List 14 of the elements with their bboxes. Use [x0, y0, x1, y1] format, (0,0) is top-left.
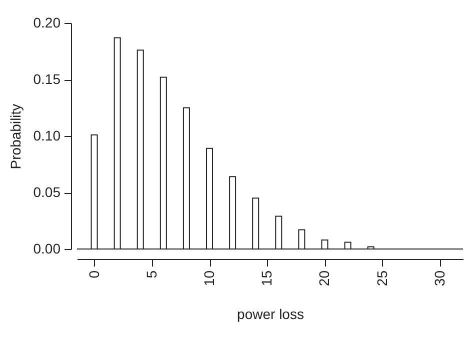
- y-tick-label: 0.20: [33, 14, 61, 30]
- x-tick-label: 10: [201, 270, 218, 286]
- x-tick-label: 15: [258, 270, 275, 286]
- x-tick-label: 5: [143, 270, 160, 278]
- y-tick-label: 0.05: [33, 184, 61, 200]
- y-tick-label: 0.00: [33, 240, 61, 256]
- x-tick-label: 0: [86, 270, 102, 278]
- y-tick-label: 0.10: [33, 128, 61, 144]
- y-axis-title: Probability: [7, 104, 24, 170]
- x-tick-label: 20: [316, 270, 332, 286]
- x-tick-label: 25: [374, 270, 390, 286]
- y-tick-label: 0.15: [33, 71, 61, 87]
- x-tick-label: 30: [431, 270, 448, 286]
- x-axis-title: power loss: [237, 306, 304, 322]
